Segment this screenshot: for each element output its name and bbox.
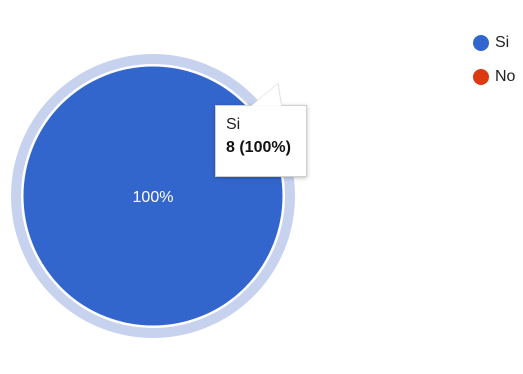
legend-label-no: No: [495, 68, 516, 85]
legend-label-si: Si: [495, 34, 510, 51]
tooltip-value: 8 (100%): [226, 139, 291, 156]
slice-highlight-ring: [11, 54, 295, 338]
legend-item-no[interactable]: No: [473, 62, 523, 92]
slice-label-si: 100%: [133, 189, 174, 206]
legend: Si No: [473, 28, 523, 96]
legend-swatch-no: [473, 69, 489, 85]
tooltip: Si 8 (100%): [215, 105, 307, 177]
tooltip-category: Si: [226, 116, 241, 133]
legend-item-si[interactable]: Si: [473, 28, 523, 58]
legend-swatch-si: [473, 35, 489, 51]
